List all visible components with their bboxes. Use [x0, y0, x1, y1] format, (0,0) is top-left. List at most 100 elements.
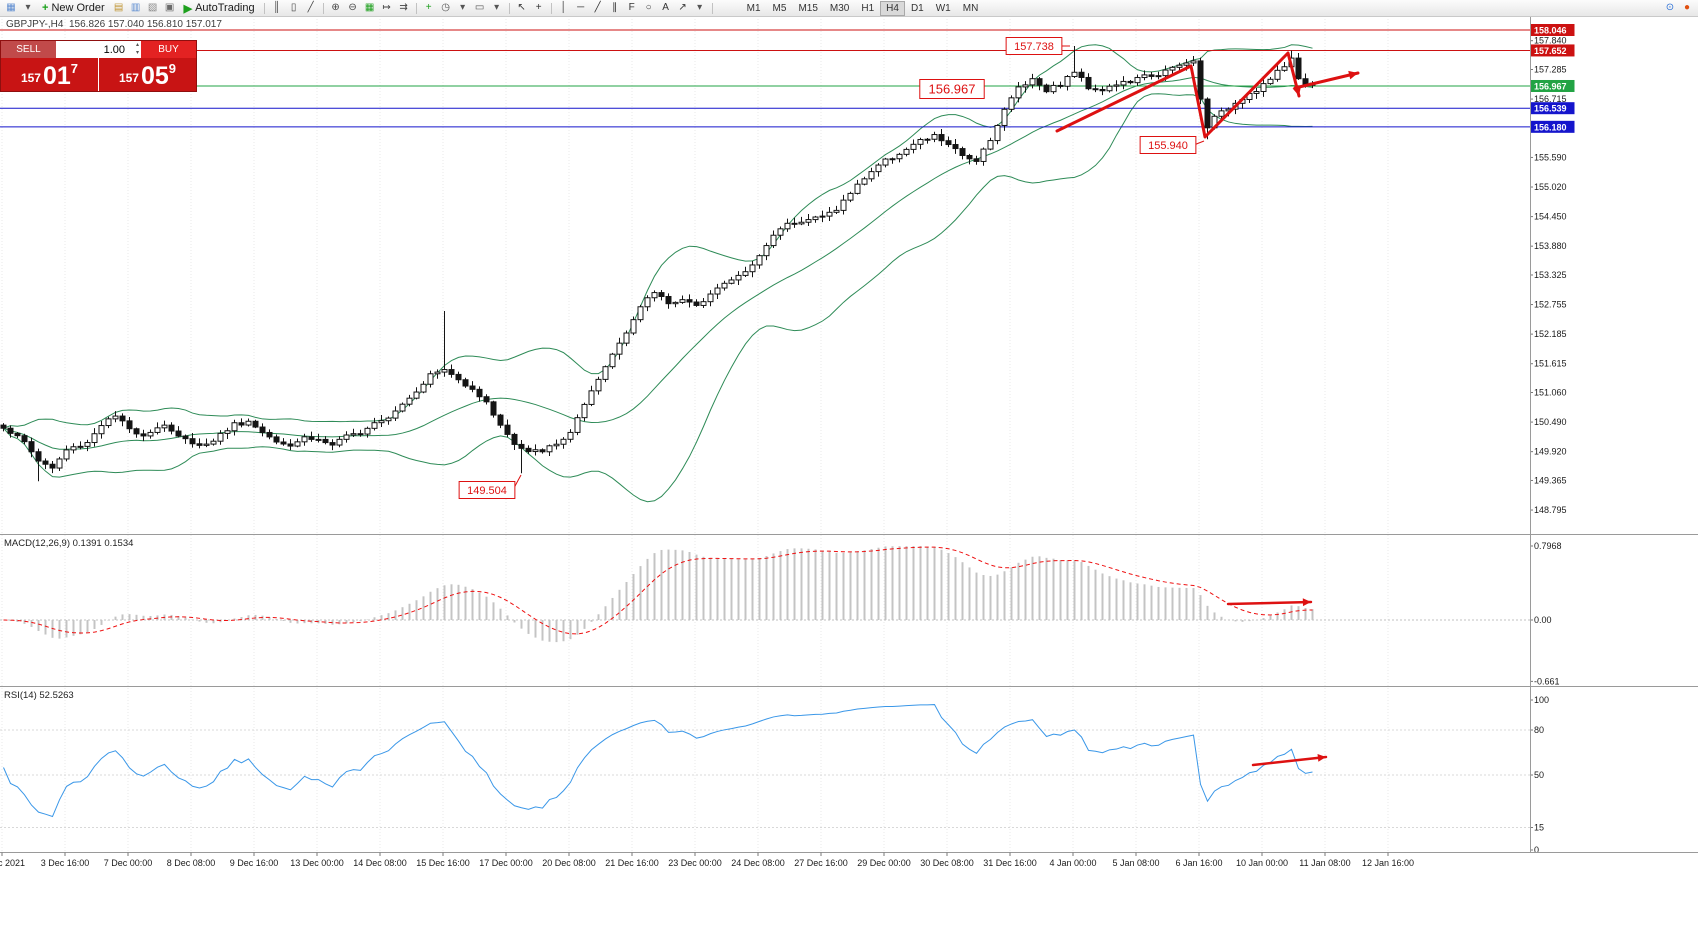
toolbar-separator	[322, 2, 324, 14]
new-chart-icon[interactable]: ▦	[3, 1, 19, 16]
chart-shift-icon[interactable]: ⇉	[396, 1, 412, 16]
timeframe-group: M1 M5 M15 M30 H1 H4 D1 W1 MN	[741, 0, 985, 16]
time-label: 13 Dec 00:00	[290, 858, 344, 868]
price-annotations[interactable]: 157.738 156.967 155.940 149.504	[458, 37, 1205, 499]
annotation-text: 156.967	[929, 82, 976, 97]
toolbar-separator	[415, 2, 417, 14]
macd-forecast-arrow[interactable]	[1226, 600, 1313, 606]
new-order-button[interactable]: + New Order	[37, 1, 110, 16]
bollinger-bands	[3, 44, 1313, 503]
volume-input[interactable]	[57, 41, 140, 58]
line-chart-icon[interactable]: ╱	[303, 1, 319, 16]
periods-icon[interactable]: ◷	[438, 1, 454, 16]
volume-down-icon[interactable]: ▾	[135, 50, 139, 56]
macd-label: MACD(12,26,9) 0.1391 0.1534	[4, 538, 133, 549]
data-window-icon[interactable]: ▥	[128, 1, 144, 16]
time-label: 17 Dec 00:00	[479, 858, 533, 868]
volume-up-icon[interactable]: ▴	[135, 42, 139, 48]
toolbar-separator	[550, 2, 552, 14]
svg-text:156.180: 156.180	[1534, 122, 1567, 132]
timeframe-h4[interactable]: H4	[880, 0, 905, 16]
channel-icon[interactable]: ∥	[607, 1, 623, 16]
templates-icon[interactable]: ▭	[472, 1, 488, 16]
annotation-box[interactable]	[458, 481, 516, 499]
time-label: 11 Jan 08:00	[1299, 858, 1350, 868]
annotation-text: 157.738	[1014, 41, 1054, 53]
chart-ohlc-header: GBPJPY-,H4 156.826 157.040 156.810 157.0…	[6, 19, 222, 30]
svg-text:157.285: 157.285	[1534, 64, 1567, 74]
bollinger-lower-band	[3, 93, 1313, 503]
horizontal-line-icon[interactable]: ─	[573, 1, 589, 16]
price-tag-158.046	[1530, 24, 1575, 36]
vertical-line-icon[interactable]: │	[556, 1, 572, 16]
rsi-line	[3, 704, 1313, 818]
timeframe-d1[interactable]: D1	[905, 1, 930, 16]
price-tag-157.652	[1530, 44, 1575, 57]
timeframe-m1[interactable]: M1	[741, 1, 767, 16]
auto-scroll-icon[interactable]: ↦	[379, 1, 395, 16]
svg-text:158.046: 158.046	[1534, 26, 1567, 36]
zoom-in-icon[interactable]: ⊕	[328, 1, 344, 16]
buy-button[interactable]: BUY	[140, 41, 196, 58]
candlestick-chart-icon[interactable]: ▯	[286, 1, 302, 16]
tile-windows-icon[interactable]: ▦	[362, 1, 378, 16]
fibonacci-icon[interactable]: F	[624, 1, 640, 16]
cursor-icon[interactable]: ↖	[514, 1, 530, 16]
forecast-arrow[interactable]	[1293, 71, 1360, 90]
timeframe-mn[interactable]: MN	[957, 1, 985, 16]
timeframe-h1[interactable]: H1	[855, 1, 880, 16]
macd-forecast-arrow-head	[1302, 598, 1311, 607]
trend-zigzag-arrow[interactable]	[1055, 51, 1301, 139]
periods-dropdown-icon[interactable]: ▾	[455, 1, 471, 16]
timeframe-m15[interactable]: M15	[792, 1, 823, 16]
trendline-icon[interactable]: ╱	[590, 1, 606, 16]
buy-price[interactable]: 157 05 9	[99, 58, 196, 91]
volume-spinner[interactable]: ▴ ▾	[136, 41, 139, 57]
bar-chart-icon[interactable]: ║	[269, 1, 285, 16]
market-watch-icon[interactable]: ▤	[111, 1, 127, 16]
svg-text:0.7968: 0.7968	[1534, 541, 1562, 551]
sell-button[interactable]: SELL	[1, 41, 57, 58]
navigator-icon[interactable]: ▧	[145, 1, 161, 16]
arrow-tools-icon[interactable]: ↗	[675, 1, 691, 16]
chart-list-dropdown-icon[interactable]: ▾	[20, 1, 36, 16]
indicators-icon[interactable]: +	[421, 1, 437, 16]
alerts-icon[interactable]: ●	[1679, 1, 1695, 16]
text-label-icon[interactable]: A	[658, 1, 674, 16]
templates-dropdown-icon[interactable]: ▾	[489, 1, 505, 16]
time-label: 9 Dec 16:00	[230, 858, 279, 868]
price-axis[interactable]: 157.840 157.285 156.715 155.590 155.020 154.4…	[1530, 24, 1575, 515]
annotation-box[interactable]	[1005, 37, 1063, 55]
timeframe-m5[interactable]: M5	[767, 1, 793, 16]
zoom-out-icon[interactable]: ⊖	[345, 1, 361, 16]
time-label: 30 Dec 08:00	[920, 858, 974, 868]
timeframe-m30[interactable]: M30	[824, 1, 855, 16]
annotation-box[interactable]	[919, 79, 985, 99]
svg-text:80: 80	[1534, 725, 1544, 735]
price-tag-156.180	[1530, 120, 1575, 133]
shapes-icon[interactable]: ○	[641, 1, 657, 16]
price-tag-156.539	[1530, 102, 1575, 115]
svg-text:150.490: 150.490	[1534, 417, 1567, 427]
rsi-forecast-arrow[interactable]	[1251, 755, 1328, 767]
annotation-box[interactable]	[1139, 136, 1197, 154]
time-label: 24 Dec 08:00	[731, 858, 785, 868]
terminal-icon[interactable]: ▣	[162, 1, 178, 16]
autotrading-button[interactable]: ▶ AutoTrading	[179, 1, 260, 16]
timeframe-w1[interactable]: W1	[930, 1, 957, 16]
autotrading-button-label: AutoTrading	[195, 2, 255, 14]
time-label: 8 Dec 08:00	[167, 858, 216, 868]
autotrading-icon: ▶	[183, 2, 193, 15]
time-axis[interactable]: 2 Dec 2021 3 Dec 16:00 7 Dec 00:00 8 Dec 08…	[0, 852, 1414, 869]
svg-text:15: 15	[1534, 823, 1544, 833]
arrow-tools-dropdown-icon[interactable]: ▾	[692, 1, 708, 16]
crosshair-icon[interactable]: +	[531, 1, 547, 16]
svg-text:155.020: 155.020	[1534, 182, 1567, 192]
sell-price[interactable]: 157 01 7	[1, 58, 98, 91]
toolbar-separator	[263, 2, 265, 14]
panel-separators[interactable]	[0, 16, 1698, 853]
quick-search-icon[interactable]: ⊙	[1662, 1, 1678, 16]
trend-drawings[interactable]	[1055, 51, 1360, 767]
time-label: 21 Dec 16:00	[605, 858, 659, 868]
